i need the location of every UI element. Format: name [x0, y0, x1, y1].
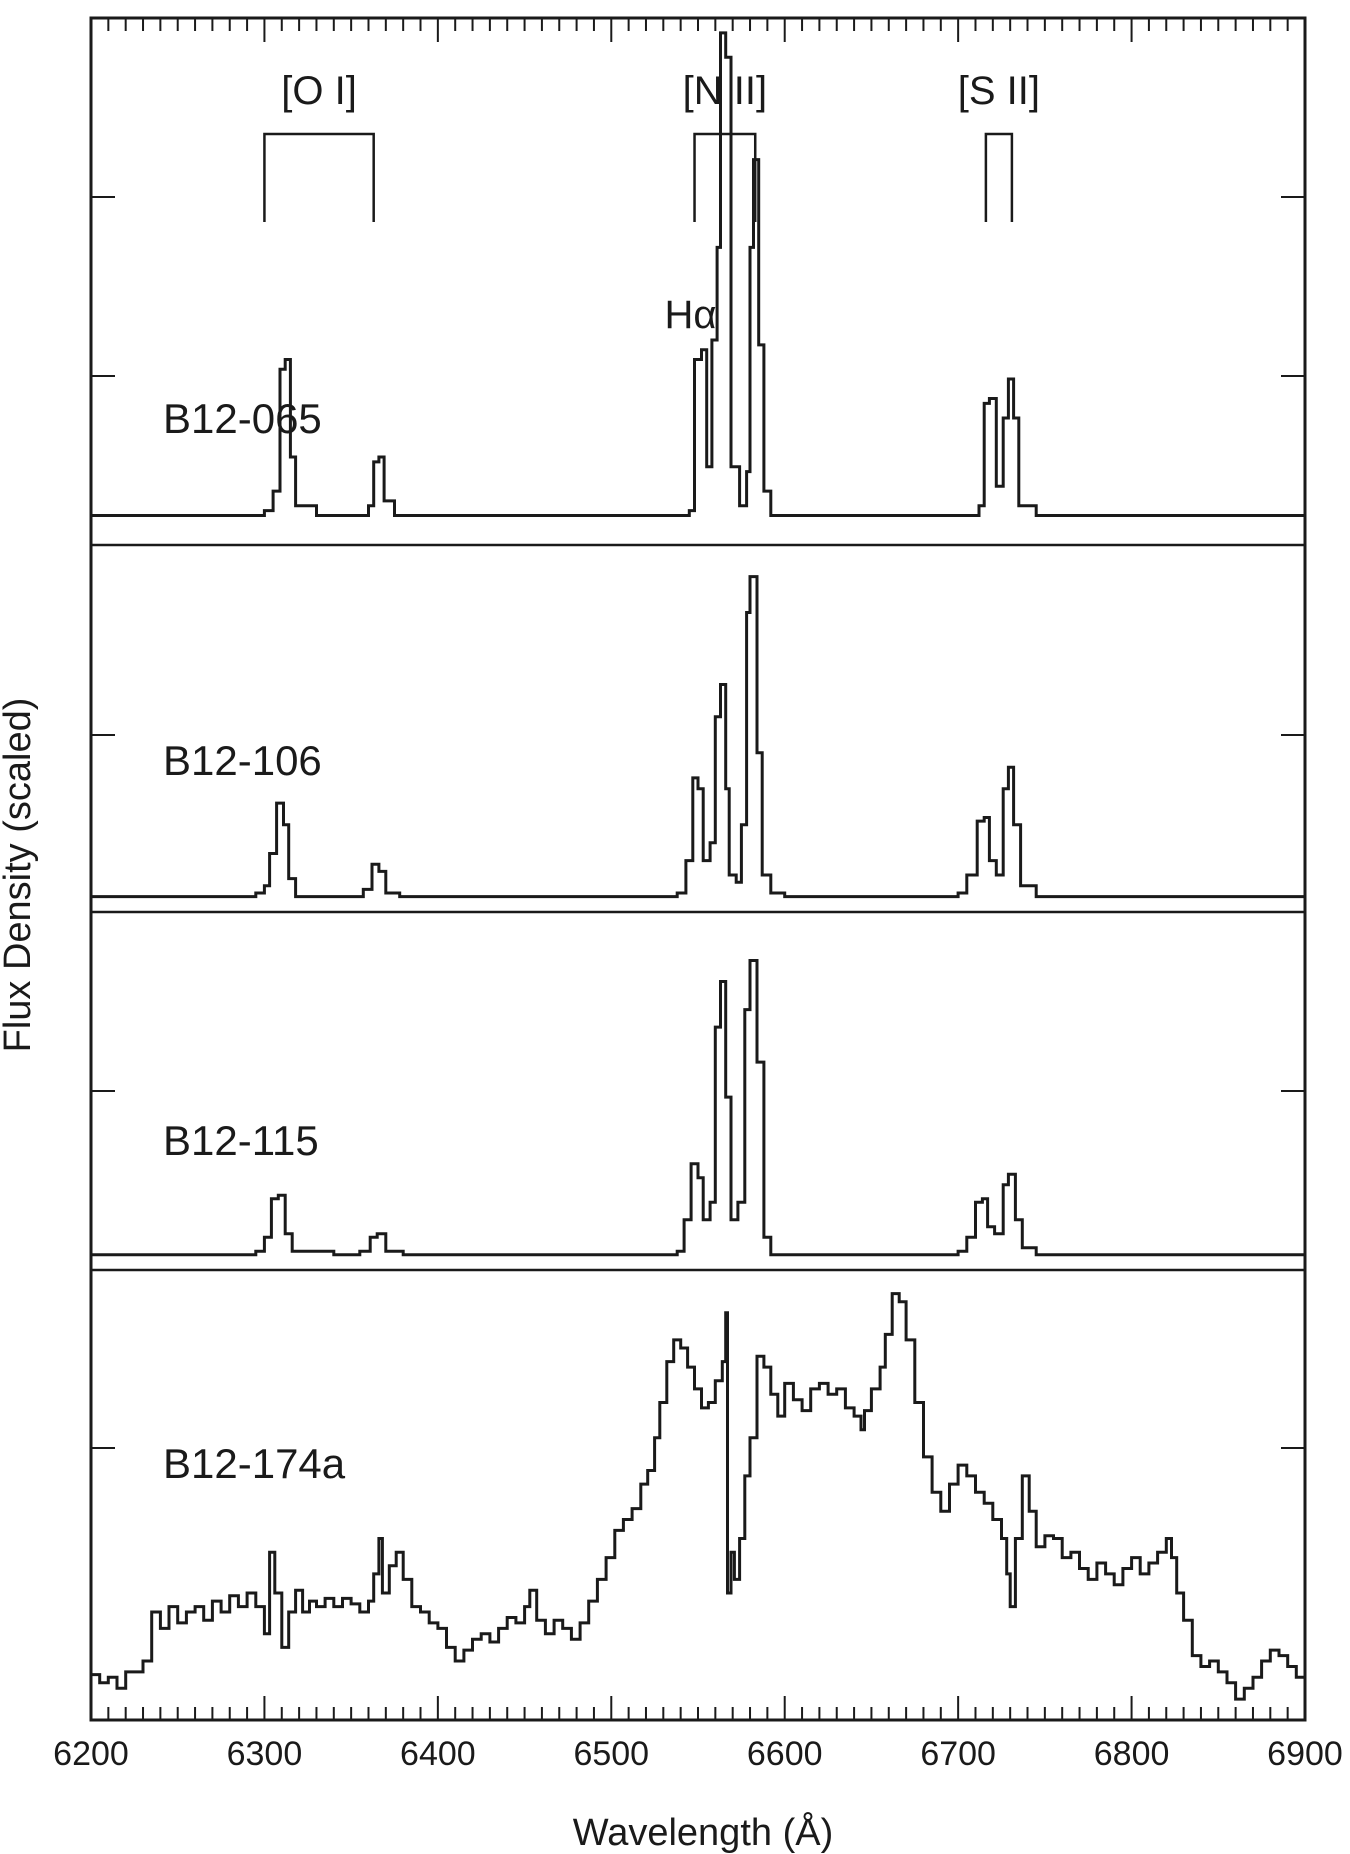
series-label: B12-065 — [163, 395, 322, 442]
x-tick-label: 6300 — [227, 1735, 303, 1773]
x-tick-label: 6200 — [53, 1735, 129, 1773]
y-axis-label: Flux Density (scaled) — [0, 698, 39, 1053]
spectra-series — [91, 31, 1307, 1701]
x-tick-label: 6500 — [573, 1735, 649, 1773]
series-label: B12-115 — [163, 1117, 319, 1164]
axis-ticks — [90, 18, 1306, 1720]
x-tick-label: 6400 — [400, 1735, 476, 1773]
series-label: B12-106 — [163, 737, 322, 784]
annotation-label: Hα — [665, 293, 717, 337]
ident-bracket — [984, 132, 1014, 222]
series-label: B12-174a — [163, 1440, 346, 1487]
spectrum-line-b12-065 — [91, 31, 1305, 517]
x-axis-label: Wavelength (Å) — [573, 1810, 833, 1854]
ident-bracket — [693, 132, 757, 222]
ident-label: [N II] — [683, 69, 767, 113]
series-labels: B12-065 B12-106 B12-115 B12-174a — [163, 395, 346, 1487]
ident-label: [O I] — [281, 69, 357, 113]
ident-bracket — [263, 132, 375, 222]
x-tick-label: 6700 — [920, 1735, 996, 1773]
spectrum-line-b12-174a — [91, 1292, 1307, 1701]
x-tick-label: 6900 — [1267, 1735, 1343, 1773]
ident-label: [S II] — [958, 69, 1040, 113]
spectrum-line-b12-115 — [91, 959, 1305, 1257]
spectrum-line-b12-106 — [91, 575, 1305, 899]
line-identifications: [O I] [N II] [S II] Hα — [263, 69, 1040, 337]
x-tick-label: 6600 — [747, 1735, 823, 1773]
x-tick-label: 6800 — [1094, 1735, 1170, 1773]
x-tick-labels: 6200 6300 6400 6500 6600 6700 6800 6900 — [53, 1735, 1343, 1773]
